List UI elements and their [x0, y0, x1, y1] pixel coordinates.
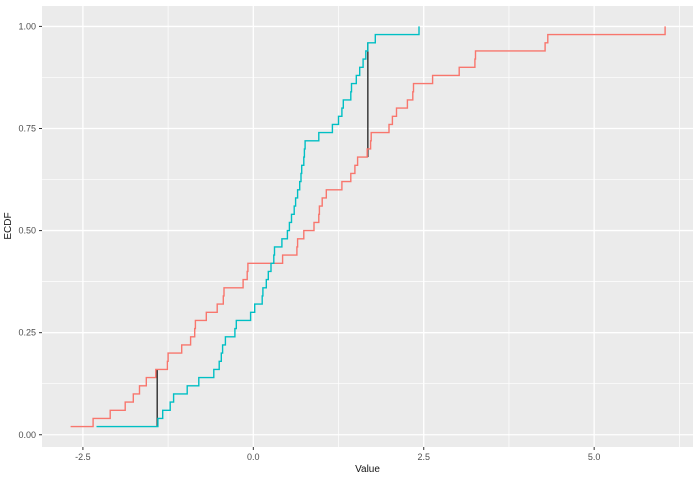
y-tick-label: 0.25: [18, 328, 36, 338]
x-tick-label: 5.0: [588, 452, 601, 462]
y-axis-title: ECDF: [3, 212, 14, 239]
ecdf-line-sample-2: [96, 26, 420, 428]
x-tick-label: -2.5: [75, 452, 91, 462]
y-tick-label: 0.00: [18, 430, 36, 440]
plot-panel: [42, 6, 693, 447]
y-tick-label: 1.00: [18, 21, 36, 31]
x-axis-title: Value: [355, 464, 380, 475]
x-tick-label: 2.5: [417, 452, 430, 462]
ecdf-line-sample-1: [70, 26, 666, 428]
axes: -2.5 0.0 2.5 5.0 0.00 0.25 0.50 0.75 1.00: [18, 21, 600, 462]
y-tick-label: 0.75: [18, 124, 36, 134]
x-tick-label: 0.0: [247, 452, 260, 462]
y-tick-label: 0.50: [18, 226, 36, 236]
